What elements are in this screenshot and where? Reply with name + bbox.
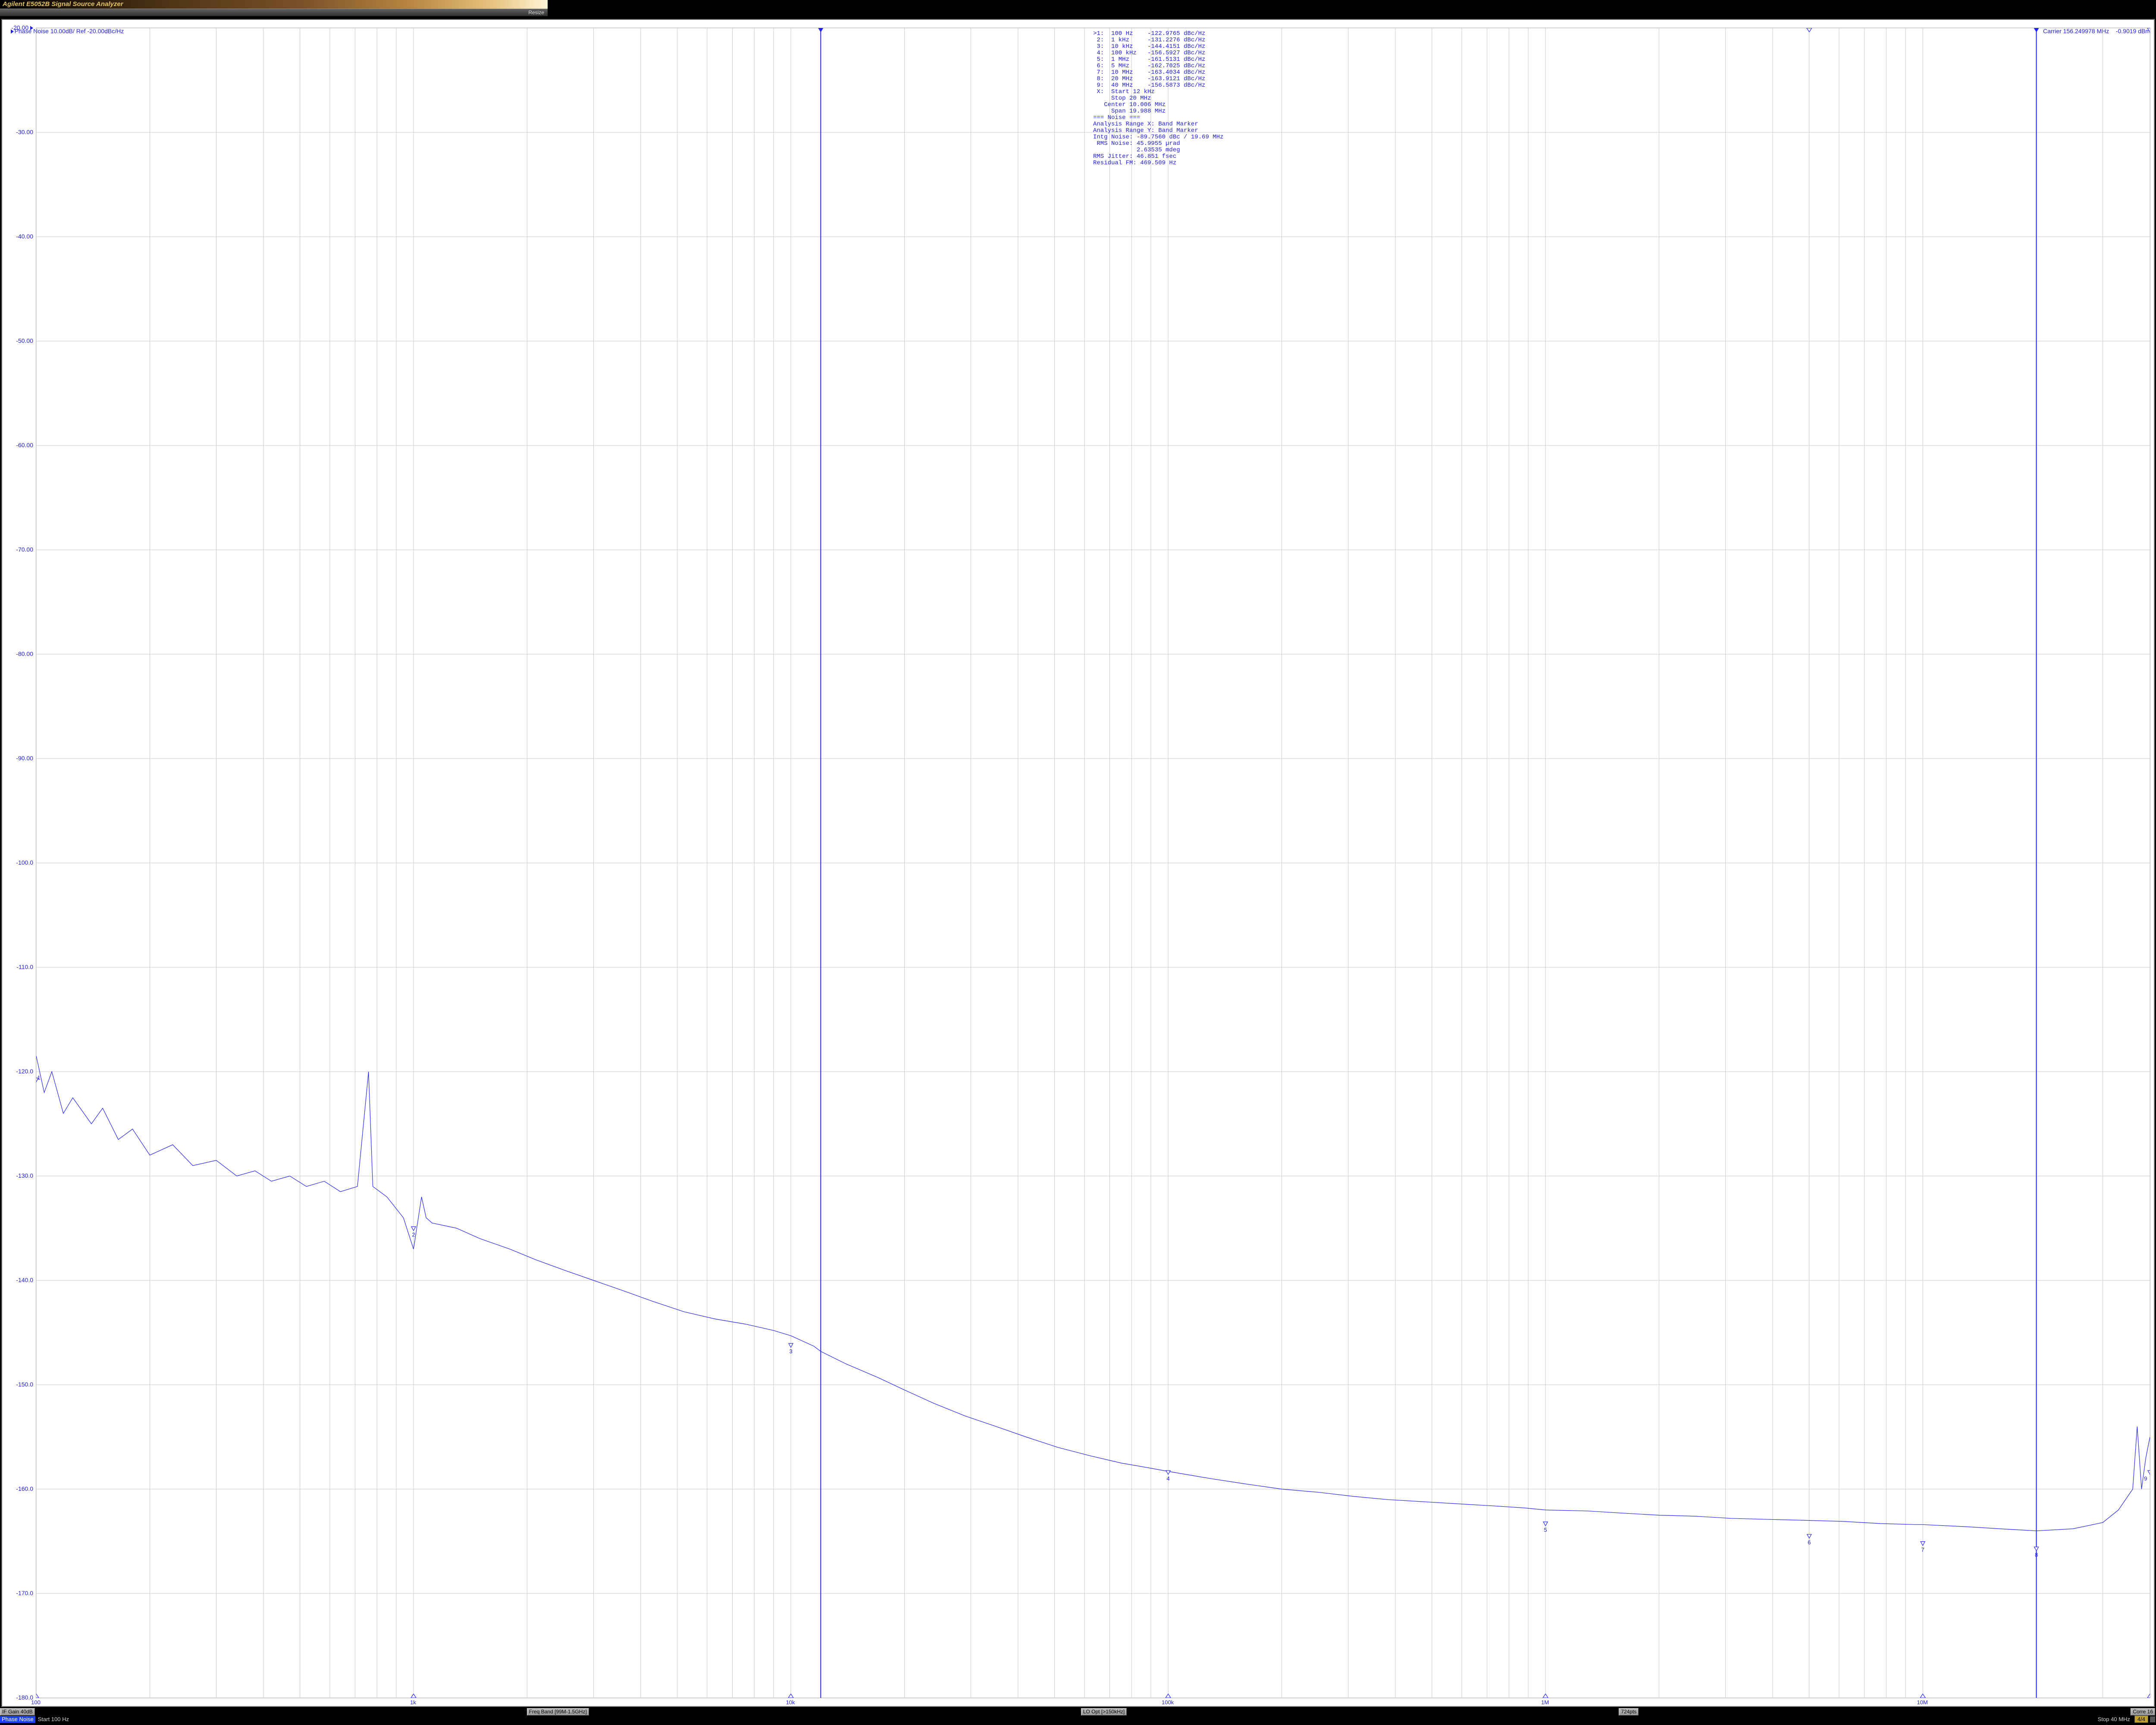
plot-svg: 1 2 3 4 5 6 7 8 9: [36, 28, 2150, 1698]
subtoolbar: Resize: [0, 9, 548, 16]
y-label: -180.0: [16, 1694, 33, 1701]
y-label: -20.00: [11, 24, 33, 31]
y-axis-labels: -20.00 -30.00-40.00-50.00-60.00-70.00-80…: [2, 28, 34, 1698]
y-label: -150.0: [16, 1381, 33, 1388]
resize-link[interactable]: Resize: [528, 9, 544, 16]
svg-text:7: 7: [1921, 1546, 1924, 1553]
status-freq-band[interactable]: Freq Band [99M-1.5GHz]: [527, 1708, 589, 1716]
y-label: -60.00: [16, 442, 33, 448]
y-label: -130.0: [16, 1172, 33, 1179]
svg-text:8: 8: [2035, 1552, 2038, 1558]
status-bar-2: Phase Noise Start 100 Hz Stop 40 MHz 4/4: [0, 1716, 2156, 1723]
window-title: Agilent E5052B Signal Source Analyzer: [3, 0, 123, 8]
plot-area[interactable]: 123456789 >1: 100 Hz -122.9765 dBc/Hz 2:…: [36, 28, 2150, 1698]
status-lo-opt[interactable]: LO Opt [>150kHz]: [1081, 1708, 1127, 1716]
x-axis-labels: 1001k10k100k1M10M: [36, 1699, 2150, 1706]
svg-text:4: 4: [1166, 1475, 1169, 1482]
x-label: 1M: [1541, 1699, 1549, 1706]
svg-text:9: 9: [2144, 1475, 2147, 1482]
start-freq: Start 100 Hz: [35, 1716, 72, 1722]
stop-freq: Stop 40 MHz: [2095, 1716, 2133, 1722]
svg-text:2: 2: [412, 1232, 415, 1238]
page-indicator[interactable]: 4/4: [2134, 1716, 2148, 1723]
y-label: -50.00: [16, 337, 33, 344]
x-label: 100: [31, 1699, 41, 1706]
y-label: -120.0: [16, 1068, 33, 1075]
y-label: -80.00: [16, 650, 33, 657]
y-label: -160.0: [16, 1485, 33, 1492]
mode-chip[interactable]: Phase Noise: [0, 1716, 35, 1723]
svg-text:6: 6: [1808, 1539, 1811, 1546]
x-label: 100k: [1162, 1699, 1174, 1706]
svg-text:5: 5: [1544, 1527, 1547, 1533]
status-if-gain[interactable]: IF Gain 40dB: [0, 1708, 35, 1716]
y-label: -110.0: [16, 963, 33, 970]
y-label: -70.00: [16, 546, 33, 553]
workspace: Phase Noise 10.00dB/ Ref -20.00dBc/Hz Ca…: [1, 19, 2155, 1707]
svg-text:1: 1: [37, 1075, 40, 1081]
status-points[interactable]: 724pts: [1619, 1708, 1639, 1716]
status-bar-1: IF Gain 40dB Freq Band [99M-1.5GHz] LO O…: [0, 1708, 2156, 1716]
y-label: -170.0: [16, 1590, 33, 1596]
y-label: -30.00: [16, 129, 33, 135]
svg-text:3: 3: [789, 1348, 792, 1355]
x-label: 1k: [410, 1699, 416, 1706]
x-label: 10k: [786, 1699, 795, 1706]
x-label: 10M: [1917, 1699, 1928, 1706]
y-label: -140.0: [16, 1276, 33, 1283]
status-corr[interactable]: Corre 16: [2131, 1708, 2155, 1716]
y-label: -40.00: [16, 233, 33, 240]
titlebar: Agilent E5052B Signal Source Analyzer: [0, 0, 548, 9]
y-label: -100.0: [16, 859, 33, 866]
y-label: -90.00: [16, 755, 33, 762]
